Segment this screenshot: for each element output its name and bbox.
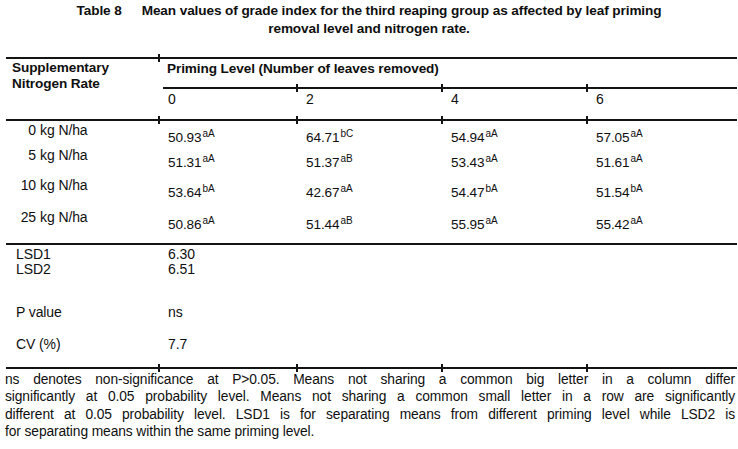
stat-label: P value [6,304,158,320]
significance-superscript: aA [341,183,353,194]
priming-level-header-6: 6 [586,91,737,107]
spacer-cell [6,91,158,107]
significance-superscript: aA [203,153,215,164]
footnote-line: for separating means within the same pri… [5,423,735,440]
significance-superscript: aA [486,215,498,226]
stat-value: 6.51 [158,261,296,277]
stat-label: CV (%) [6,336,158,352]
table-bottom-rule [6,367,737,369]
mean-value: 64.71 [306,130,340,145]
rate-number: 10 [18,178,36,193]
mean-value: 55.42 [596,217,630,232]
footnote: ns denotes non-significance at P>0.05. M… [5,371,735,441]
paper-table-page: Table 8 Mean values of grade index for th… [0,0,738,449]
nitrogen-rate-label: 10 kg N/ha [6,178,158,200]
mean-value: 51.61 [596,155,630,170]
mean-value-cell: 57.05aA [586,130,737,145]
rate-unit: kg N/ha [40,209,88,225]
significance-superscript: bC [341,128,354,139]
mean-value: 57.05 [596,130,630,145]
stat-label: LSD1 [6,246,158,262]
rate-number: 0 [18,123,36,138]
significance-superscript: aA [631,128,643,139]
table-row: 5kg N/ha 51.31aA 51.37aB 53.43aA 51.61aA [6,148,737,170]
significance-superscript: aA [203,215,215,226]
mean-value: 54.47 [451,185,485,200]
table-top-rule [6,57,737,59]
stat-value: 6.30 [158,246,296,262]
mean-value-cell: 55.42aA [586,217,737,232]
mean-value-cell: 51.37aB [296,155,441,170]
row-axis-header: Supplementary Nitrogen Rate [12,60,162,91]
nitrogen-rate-label: 25 kg N/ha [6,210,158,232]
mean-value: 54.94 [451,130,485,145]
stat-row: LSD1 6.30 [6,246,737,262]
mean-value: 51.54 [596,185,630,200]
mean-value-cell: 51.44aB [296,217,441,232]
mean-value: 51.37 [306,155,340,170]
mean-value-cell: 53.43aA [441,155,586,170]
nitrogen-rate-label: 0 kg N/ha [6,123,158,145]
mean-value: 53.64 [168,185,202,200]
table-title-line-2: removal level and nitrogen rate. [0,21,738,36]
mean-value-cell: 64.71bC [296,130,441,145]
significance-superscript: bA [203,183,215,194]
mean-value-cell: 53.64bA [158,185,296,200]
stat-value: 7.7 [158,336,296,352]
significance-superscript: bA [486,183,498,194]
significance-superscript: aA [486,153,498,164]
column-group-header: Priming Level (Number of leaves removed) [167,61,439,76]
column-group-rule [163,87,737,89]
mean-value-cell: 51.61aA [586,155,737,170]
stat-row: LSD2 6.51 [6,261,737,277]
mean-value-cell: 42.67aA [296,185,441,200]
significance-superscript: aB [341,153,353,164]
mean-value: 50.93 [168,130,202,145]
mean-value-cell: 51.31aA [158,155,296,170]
mean-value: 55.95 [451,217,485,232]
rate-number: 5 [18,148,36,163]
significance-superscript: aA [203,128,215,139]
rate-unit: kg N/ha [40,177,88,193]
footnote-line: different at 0.05 probability level. LSD… [5,406,735,423]
significance-superscript: aA [631,153,643,164]
priming-levels-row: 0 2 4 6 [6,91,737,107]
table-row: 25kg N/ha 50.86aA 51.44aB 55.95aA 55.42a… [6,210,737,232]
footnote-line: significantly at 0.05 probability level.… [5,388,735,405]
stat-row: CV (%) 7.7 [6,336,737,352]
priming-level-header-2: 2 [296,91,441,107]
footnote-line: ns denotes non-significance at P>0.05. M… [5,371,735,388]
lsd-section-rule [6,243,737,245]
significance-superscript: aA [631,215,643,226]
stat-row: P value ns [6,304,737,320]
mean-value-cell: 55.95aA [441,217,586,232]
stat-label: LSD2 [6,261,158,277]
mean-value: 51.44 [306,217,340,232]
significance-superscript: aA [486,128,498,139]
significance-superscript: aB [341,215,353,226]
mean-value-cell: 50.86aA [158,217,296,232]
table-title-line-1: Table 8 Mean values of grade index for th… [0,3,738,18]
mean-value-cell: 50.93aA [158,130,296,145]
mean-value: 50.86 [168,217,202,232]
table-number-label: Table 8 [77,3,122,18]
mean-value: 42.67 [306,185,340,200]
mean-value-cell: 54.94aA [441,130,586,145]
nitrogen-rate-label: 5 kg N/ha [6,148,158,170]
priming-level-header-4: 4 [441,91,586,107]
header-bottom-rule [6,119,737,121]
mean-value: 53.43 [451,155,485,170]
mean-value-cell: 54.47bA [441,185,586,200]
priming-level-header-0: 0 [158,91,296,107]
mean-value-cell: 51.54bA [586,185,737,200]
significance-superscript: bA [631,183,643,194]
table-title-text: Mean values of grade index for the third… [142,3,662,18]
table-row: 10kg N/ha 53.64bA 42.67aA 54.47bA 51.54b… [6,178,737,200]
rate-unit: kg N/ha [40,147,88,163]
stat-value: ns [158,304,296,320]
rate-unit: kg N/ha [40,122,88,138]
mean-value: 51.31 [168,155,202,170]
rate-number: 25 [18,210,36,225]
table-row: 0kg N/ha 50.93aA 64.71bC 54.94aA 57.05aA [6,123,737,145]
